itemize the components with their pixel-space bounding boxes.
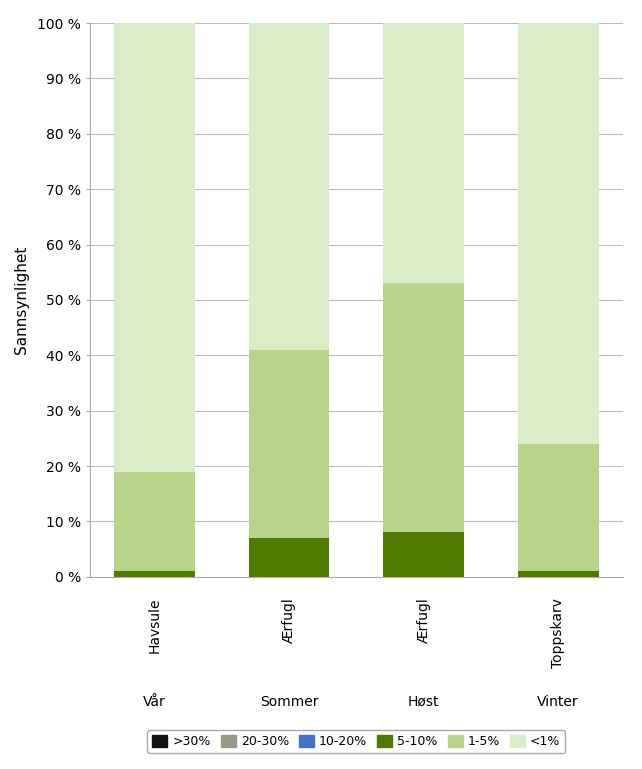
Bar — [114, 571, 195, 577]
Bar — [383, 23, 464, 283]
Bar — [248, 23, 329, 350]
Text: Vår: Vår — [143, 695, 166, 709]
Text: Ærfugl: Ærfugl — [282, 598, 296, 644]
Bar — [248, 350, 329, 538]
Text: Ærfugl: Ærfugl — [417, 598, 431, 644]
Text: Høst: Høst — [408, 695, 439, 709]
Text: Vinter: Vinter — [537, 695, 579, 709]
Bar — [518, 444, 598, 571]
Bar — [114, 471, 195, 571]
Bar — [383, 283, 464, 532]
Bar — [114, 23, 195, 471]
Bar — [518, 23, 598, 444]
Bar — [383, 532, 464, 577]
Text: Toppskarv: Toppskarv — [551, 598, 565, 667]
Text: Sommer: Sommer — [260, 695, 318, 709]
Y-axis label: Sannsynlighet: Sannsynlighet — [13, 246, 29, 354]
Bar — [248, 538, 329, 577]
Bar — [518, 571, 598, 577]
Legend: >30%, 20-30%, 10-20%, 5-10%, 1-5%, <1%: >30%, 20-30%, 10-20%, 5-10%, 1-5%, <1% — [147, 731, 566, 753]
Text: Havsule: Havsule — [148, 598, 162, 653]
